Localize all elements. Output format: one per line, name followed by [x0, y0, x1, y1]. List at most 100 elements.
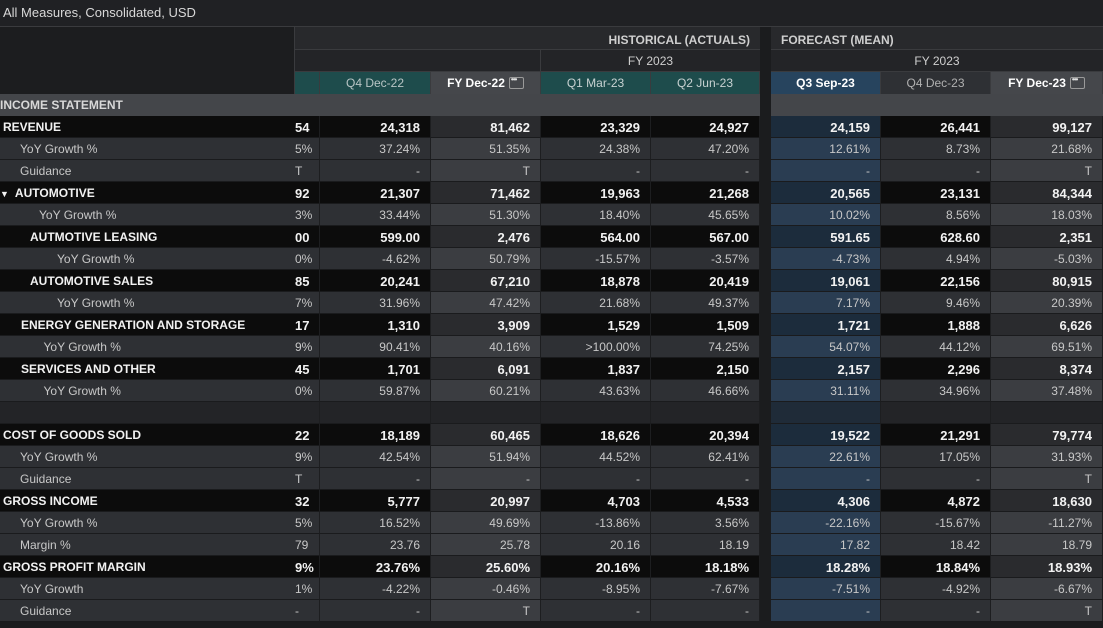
value-cell: T [431, 160, 541, 182]
row-label-automotive-sales[interactable]: AUTOMOTIVE SALES [0, 270, 295, 292]
row-label-text: AUTOMOTIVE SALES [30, 274, 154, 288]
row-label-yoy-growth-[interactable]: YoY Growth % [0, 336, 295, 358]
row-label-yoy-growth-[interactable]: YoY Growth % [0, 380, 295, 402]
more-options-icon[interactable] [508, 75, 524, 89]
value-cell: 32 [295, 490, 320, 512]
more-options-icon[interactable] [1069, 75, 1085, 89]
column-header-q4-dec-23[interactable]: Q4 Dec-23 [881, 72, 991, 94]
row-label-yoy-growth-[interactable]: YoY Growth % [0, 292, 295, 314]
value-cell: 3,909 [431, 314, 541, 336]
value-cell: 2,150 [651, 358, 760, 380]
row-label-guidance[interactable]: Guidance [0, 160, 295, 182]
row-label-services-and-other[interactable]: SERVICES AND OTHER [0, 358, 295, 380]
row-label-autmotive-leasing[interactable]: AUTMOTIVE LEASING [0, 226, 295, 248]
row-label-yoy-growth-[interactable]: YoY Growth % [0, 248, 295, 270]
fy-hist-sub: FY 2023 [540, 50, 760, 72]
value-cell: 20,565 [771, 182, 881, 204]
value-cell: 51.30% [431, 204, 541, 226]
collapse-arrow-icon[interactable]: ▼ [0, 189, 9, 199]
value-cell: -7.51% [771, 578, 881, 600]
value-cell: 1,701 [320, 358, 431, 380]
value-cell: 49.37% [651, 292, 760, 314]
row-label-guidance[interactable]: Guidance [0, 468, 295, 490]
row-label-yoy-growth-[interactable]: YoY Growth % [0, 138, 295, 160]
column-header-q3-sep-23[interactable]: Q3 Sep-23 [771, 72, 881, 94]
row-label-guidance[interactable]: Guidance [0, 600, 295, 622]
row-label-yoy-growth-[interactable]: YoY Growth % [0, 446, 295, 468]
row-label-margin-[interactable]: Margin % [0, 534, 295, 556]
forecast-divider [760, 27, 771, 94]
value-cell: 18,630 [991, 490, 1103, 512]
row-label-gross-income[interactable]: GROSS INCOME [0, 490, 295, 512]
value-cell: 43.63% [541, 380, 651, 402]
row-label-text: Guidance [20, 604, 72, 618]
row-label-text: Margin % [20, 538, 71, 552]
value-cell: - [771, 160, 881, 182]
row-label-text: GROSS INCOME [3, 494, 98, 508]
row-label-cost-of-goods-sold[interactable]: COST OF GOODS SOLD [0, 424, 295, 446]
value-cell: 18.79 [991, 534, 1103, 556]
value-cell: 24,318 [320, 116, 431, 138]
value-cell: 24,927 [651, 116, 760, 138]
forecast-group-header: FORECAST (MEAN) [771, 27, 1103, 50]
forecast-gap [760, 116, 771, 138]
value-cell: 2,351 [991, 226, 1103, 248]
column-header-q2-jun-23[interactable]: Q2 Jun-23 [651, 72, 760, 94]
row-label-yoy-growth-[interactable]: YoY Growth % [0, 512, 295, 534]
row-label-gross-profit-margin[interactable]: GROSS PROFIT MARGIN [0, 556, 295, 578]
report-title: All Measures, Consolidated, USD [3, 5, 196, 20]
value-cell [771, 402, 881, 424]
column-header-fy-dec-23[interactable]: FY Dec-23 [991, 72, 1103, 94]
column-header-label: Q4 Dec-22 [345, 76, 405, 90]
value-cell: 20.39% [991, 292, 1103, 314]
row-label-yoy-growth-[interactable]: YoY Growth % [0, 204, 295, 226]
column-header-clipped[interactable] [295, 72, 320, 94]
value-cell: 4,872 [881, 490, 991, 512]
row-label-text: AUTMOTIVE LEASING [30, 230, 158, 244]
column-header-label: Q4 Dec-23 [906, 76, 965, 90]
value-cell: 71,462 [431, 182, 541, 204]
row-label-text: Guidance [20, 164, 72, 178]
value-cell: - [651, 600, 760, 622]
value-cell: -13.86% [541, 512, 651, 534]
row-label-text: YoY Growth % [20, 450, 98, 464]
forecast-gap [760, 578, 771, 600]
value-cell: 44.12% [881, 336, 991, 358]
row-label-revenue[interactable]: REVENUE [0, 116, 295, 138]
row-label-text: YoY Growth % [43, 340, 121, 354]
column-header-fy-dec-22[interactable]: FY Dec-22 [431, 72, 541, 94]
row-label-automotive[interactable]: ▼ AUTOMOTIVE [0, 182, 295, 204]
value-cell: 99,127 [991, 116, 1103, 138]
forecast-gap [760, 534, 771, 556]
value-cell: 18,189 [320, 424, 431, 446]
value-cell: 0% [295, 248, 320, 270]
column-header-q1-mar-23[interactable]: Q1 Mar-23 [541, 72, 651, 94]
value-cell: 22,156 [881, 270, 991, 292]
value-cell: 19,061 [771, 270, 881, 292]
value-cell: 25.60% [431, 556, 541, 578]
historical-label: HISTORICAL (ACTUALS) [608, 33, 750, 47]
row-label-text: REVENUE [3, 120, 62, 134]
value-cell: 51.35% [431, 138, 541, 160]
value-cell: - [295, 600, 320, 622]
value-cell: 6,091 [431, 358, 541, 380]
value-cell: 1,509 [651, 314, 760, 336]
value-cell: 85 [295, 270, 320, 292]
value-cell: 69.51% [991, 336, 1103, 358]
value-cell: -4.62% [320, 248, 431, 270]
forecast-gap [760, 600, 771, 622]
value-cell: 2,476 [431, 226, 541, 248]
value-cell [651, 402, 760, 424]
column-header-label: FY Dec-22 [447, 76, 505, 90]
row-label-energy-generation-and-storage[interactable]: ENERGY GENERATION AND STORAGE [0, 314, 295, 336]
forecast-gap [760, 424, 771, 446]
value-cell: 44.52% [541, 446, 651, 468]
row-label-yoy-growth[interactable]: YoY Growth [0, 578, 295, 600]
value-cell: 42.54% [320, 446, 431, 468]
row-label-text: YoY Growth [20, 582, 84, 596]
value-cell: 2,296 [881, 358, 991, 380]
value-cell: -22.16% [771, 512, 881, 534]
column-header-q4-dec-22[interactable]: Q4 Dec-22 [320, 72, 431, 94]
value-cell: 4,703 [541, 490, 651, 512]
value-cell: 60,465 [431, 424, 541, 446]
